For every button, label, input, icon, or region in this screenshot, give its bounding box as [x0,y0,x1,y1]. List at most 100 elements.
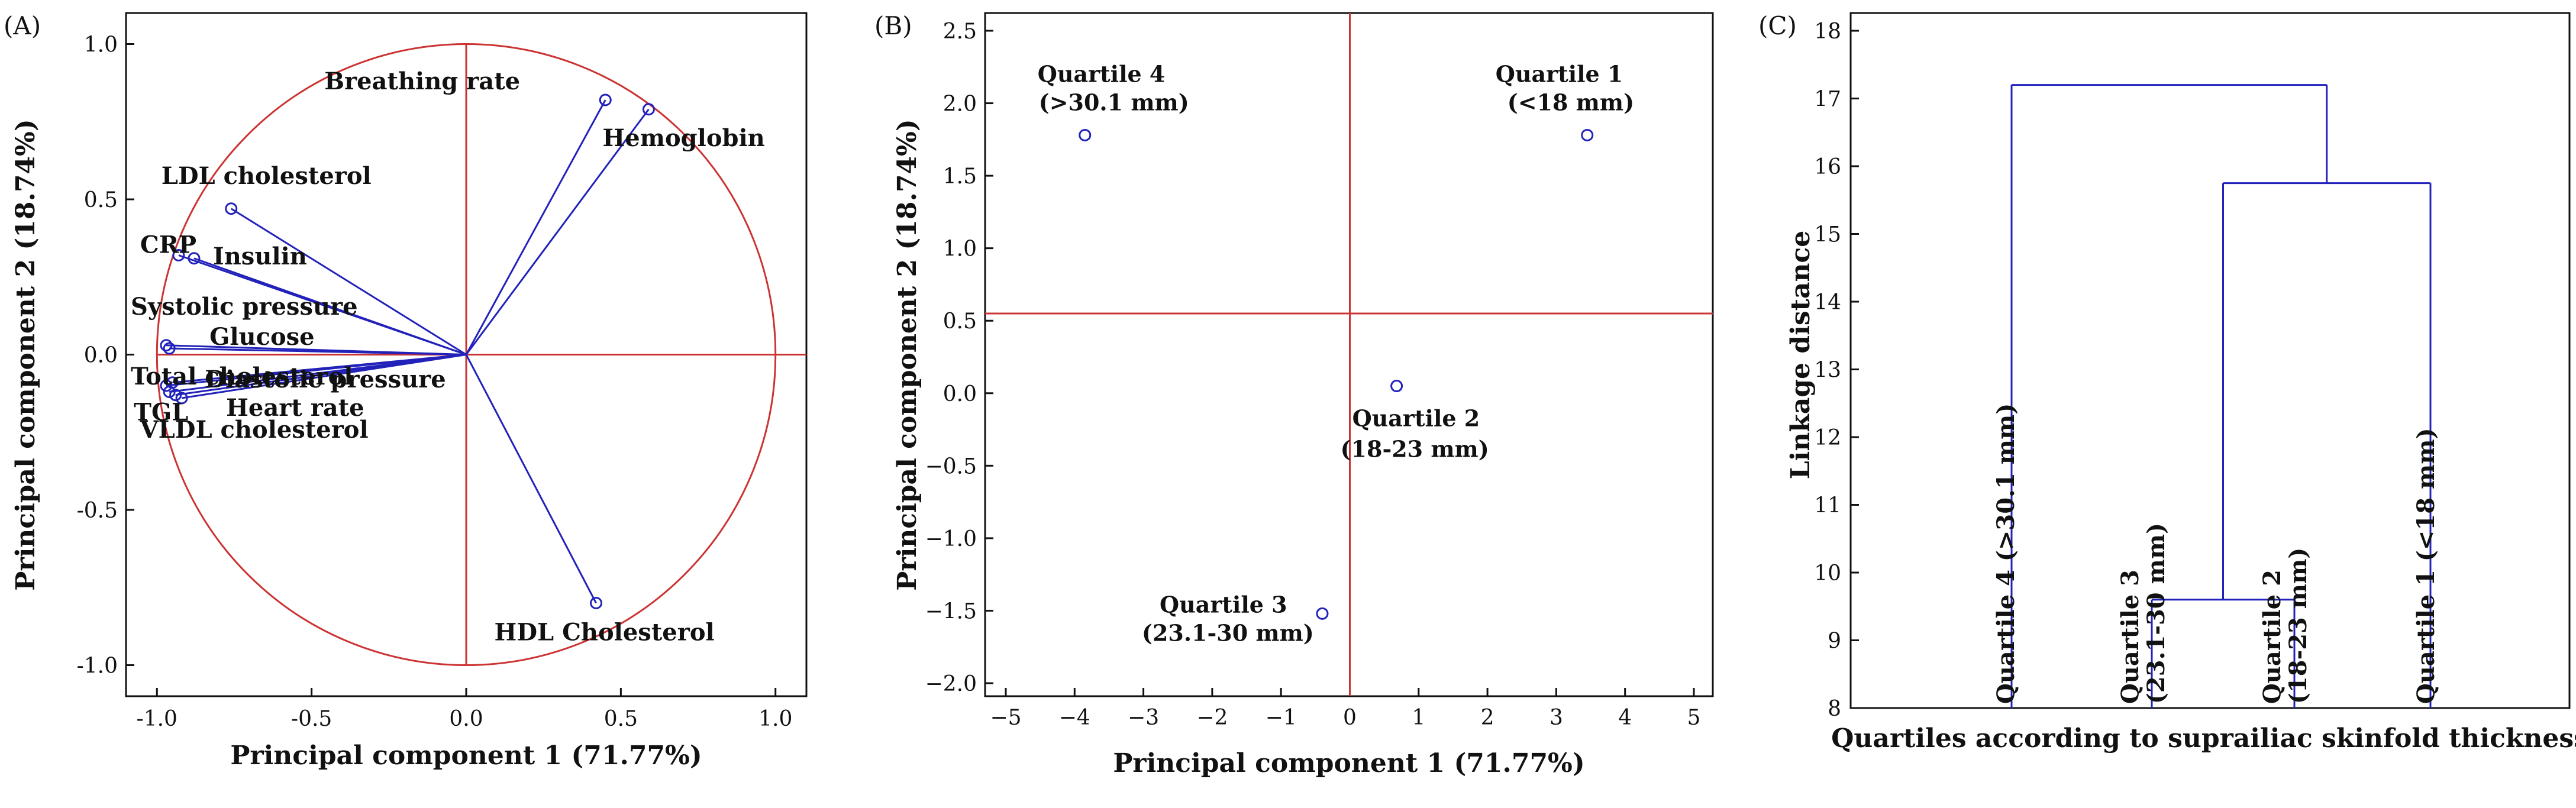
panel-b-y-tick-label: 2.0 [943,92,977,117]
panel-a-y-tick-label: -0.5 [77,499,118,523]
panel-b-point-label: Quartile 1 [1496,60,1623,87]
panel-a-point-label: Breathing rate [324,67,520,95]
panel-a-y-tick-label: 0.0 [84,344,118,368]
panel-c-x-axis-title: Quartiles according to suprailiac skinfo… [1831,723,2576,754]
panel-b-y-tick-label: −2.0 [925,672,977,696]
panel-a-point-label: Insulin [213,243,307,270]
panel-b-y-tick-label: 0.5 [943,309,977,334]
panel-a: (A) -1.0 -0.5 0.0 0.5 1.0 -1.0 -0.5 0.0 0.5 1.0 B… [4,11,808,771]
panel-a-x-tick-label: -0.5 [291,707,332,731]
panel-c-leaf-label: Quartile 4 (>30.1 mm) [1992,403,2020,704]
panel-a-loading-point [175,392,188,405]
panel-c-y-tick-label: 14 [1814,290,1841,315]
panel-c-y-axis-title: Linkage distance [1786,231,1816,480]
panel-a-point-label: Heart rate [226,394,364,422]
panel-c-leaf-label: Quartile 1 (<18 mm) [2412,428,2440,704]
panel-a-point-label: LDL cholesterol [162,162,372,190]
panel-b-point-label: Quartile 2 [1352,405,1480,432]
panel-a-loading-vector [230,208,467,355]
panel-b-tag: (B) [874,11,912,40]
panel-a-loading-vector [465,108,650,355]
panel-a-loading-point [160,379,173,392]
panel-c-tag: (C) [1758,11,1797,40]
panel-a-point-label: TGL [134,399,188,426]
panel-b-y-tick-label: −1.5 [925,599,977,623]
panel-b-y-tick-label: −1.0 [925,527,977,551]
panel-a-y-tick-label: 0.5 [84,188,118,212]
panel-a-loading-point [166,376,179,389]
panel-b-x-tick-label: −4 [1059,706,1090,730]
panel-a-loading-vector [169,347,467,355]
panel-b-x-tick-label: 5 [1687,706,1701,730]
panel-b-x-tick-label: −3 [1128,706,1159,730]
panel-a-x-tick-label: -1.0 [137,707,177,731]
panel-a-x-axis-title: Principal component 1 (71.77%) [230,741,702,771]
panel-a-x-tick-label: 0.0 [449,707,483,731]
panel-a-loading-point [163,342,176,355]
panel-a-loading-point [169,389,182,402]
panel-c-leaf-label: (23.1-30 mm) [2142,523,2170,704]
panel-a-loading-point [188,252,201,265]
panel-a-point-label: Diastolic pressure [205,366,446,393]
panel-b-y-tick-label: 1.5 [943,164,977,189]
panel-a-point-label: HDL Cholesterol [495,619,715,647]
panel-a-tag: (A) [4,11,41,40]
panel-b-point-sublabel: (18-23 mm) [1341,436,1489,463]
panel-a-y-tick-label: -1.0 [77,654,118,678]
panel-b-point-label: Quartile 3 [1160,591,1287,618]
panel-b-x-tick-label: −5 [990,706,1021,730]
panel-a-loading-vector [465,99,606,355]
panel-b-score-point [1316,607,1329,620]
panel-b-x-axis-title: Principal component 1 (71.77%) [1113,748,1584,778]
panel-a-loading-vector [465,354,597,604]
panel-c-frame [1849,12,2571,709]
panel-b-x-tick-label: 2 [1481,706,1494,730]
panel-c-y-tick-label: 8 [1828,697,1841,721]
panel-c-leaf-label: Quartile 3 [2116,570,2144,704]
panel-c-y-tick-label: 16 [1814,155,1841,179]
panel-b-point-label: Quartile 4 [1038,60,1166,87]
panel-a-x-tick-label: 0.5 [604,707,638,731]
panel-b-y-axis-title: Principal component 2 (18.74%) [892,119,922,590]
panel-a-point-label: Glucose [209,323,314,351]
panel-a-point-label: Total cholesterol [131,363,353,390]
panel-c-y-tick-label: 15 [1814,223,1841,247]
panel-b-y-tick-label: 1.0 [943,237,977,261]
panel-b-point-sublabel: (<18 mm) [1507,89,1634,115]
panel-a-loading-point [599,93,612,106]
panel-b-x-tick-label: 3 [1550,706,1563,730]
panel-b-x-tick-label: −1 [1266,706,1297,730]
panel-c-leaf-label: (18-23 mm) [2284,548,2312,704]
panel-b-x-tick-label: −2 [1196,706,1228,730]
panel-a-loading-point [160,339,173,352]
panel-a-loading-vector [193,257,467,355]
panel-b-y-tick-label: 0.0 [943,382,977,406]
panel-c-y-tick-label: 17 [1814,88,1841,112]
panel-c-y-tick-label: 13 [1814,358,1841,383]
panel-b: (B) −5 −4 −3 −2 −1 0 1 2 3 4 5 −2.0 −1.5 −1.0 −0.5 0.0 0… [874,11,1714,778]
panel-a-point-label: VLDL cholesterol [140,416,369,444]
panel-a-loading-vector [172,354,467,384]
panel-a-point-label: CRP [140,231,196,259]
panel-b-y-tick-label: −0.5 [925,454,977,479]
panel-a-x-tick-label: 1.0 [758,707,792,731]
panel-b-x-tick-label: 1 [1412,706,1425,730]
panel-b-y-tick-label: 2.5 [943,20,977,44]
panel-b-x-tick-label: 4 [1618,706,1632,730]
panel-b-score-point [1079,128,1092,141]
panel-a-loading-point [172,249,185,261]
panel-c-y-tick-label: 9 [1828,629,1841,654]
panel-a-loading-point [590,597,603,609]
panel-c-leaf-label: Quartile 2 [2258,570,2286,704]
panel-c: (C) 8 9 10 11 12 13 14 15 16 17 18 Quartile 4 (>30… [1758,11,2576,754]
panel-c-y-tick-label: 18 [1814,20,1841,44]
panel-a-loading-vector [175,354,467,396]
panel-a-y-axis-title: Principal component 2 (18.74%) [11,119,41,590]
panel-c-y-tick-label: 11 [1814,494,1841,518]
panel-b-score-point [1581,128,1594,141]
panel-b-point-sublabel: (23.1-30 mm) [1142,619,1314,646]
panel-a-loading-point [642,103,655,116]
panel-a-point-label: Hemoglobin [602,124,764,152]
panel-a-loading-point [225,202,238,215]
